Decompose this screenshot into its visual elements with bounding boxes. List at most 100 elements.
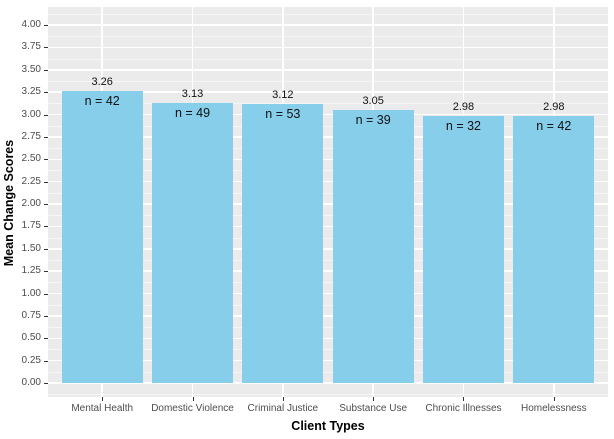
bar-n-label-criminal-justice: n = 53 [265, 106, 301, 121]
bar-value-label-substance-use: 3.05 [362, 95, 384, 108]
major-gridline [48, 337, 608, 339]
y-axis-tick [44, 315, 48, 317]
x-axis-tick-label-homelessness: Homelessness [521, 403, 587, 414]
y-axis-tick-label: 0.25 [21, 354, 41, 366]
minor-gridline [48, 349, 608, 351]
x-axis-title: Client Types [291, 419, 365, 433]
minor-gridline [48, 237, 608, 239]
bar-n-label-domestic-violence: n = 49 [174, 105, 211, 120]
x-axis-tick [192, 397, 194, 401]
y-axis-tick-label: 0.50 [21, 332, 41, 344]
y-axis-tick-label: 3.25 [21, 86, 41, 98]
plot-panel: 3.26 n = 42 3.13 n = 49 3.12 n = 53 3.05 n = 39… [48, 7, 608, 397]
y-axis-tick-label: 2.25 [21, 175, 41, 187]
y-axis-tick [44, 114, 48, 116]
y-axis-tick-label: 2.00 [21, 198, 41, 209]
x-axis-tick [553, 397, 555, 401]
y-axis-tick [44, 69, 48, 71]
major-gridline [48, 180, 608, 183]
bar-substance-use [332, 110, 414, 383]
bar-value-label-homelessness: 2.98 [543, 101, 565, 114]
y-axis-tick-label: 2.50 [21, 153, 41, 165]
major-gridline [48, 225, 608, 228]
y-axis-tick-label: 1.25 [21, 265, 41, 277]
y-axis-tick [44, 47, 48, 49]
major-gridline [48, 158, 608, 160]
bar-value-label-chronic-illnesses: 2.98 [452, 101, 475, 114]
y-axis-tick [44, 360, 48, 362]
minor-gridline [48, 192, 608, 194]
minor-gridline [48, 58, 608, 60]
major-gridline [48, 270, 608, 272]
bar-value-label-mental-health: 3.26 [91, 76, 113, 89]
major-gridline [48, 136, 608, 138]
major-gridline [48, 359, 608, 362]
major-gridline [48, 91, 608, 93]
x-axis-tick-label-chronic-illnesses: Chronic Illnesses [425, 403, 502, 414]
minor-gridline [48, 259, 608, 261]
minor-gridline [48, 125, 608, 127]
bar-criminal-justice [242, 103, 324, 383]
bar-domestic-violence [151, 102, 234, 383]
bar-n-label-chronic-illnesses: n = 32 [445, 119, 482, 134]
y-axis-tick-label: 0.75 [21, 309, 41, 321]
major-gridline [48, 315, 608, 317]
minor-gridline [48, 36, 608, 38]
bar-n-label-homelessness: n = 42 [536, 119, 572, 134]
y-axis-tick-label: 0.00 [21, 377, 41, 388]
x-axis-tick-label-mental-health: Mental Health [71, 403, 134, 414]
bar-mental-health [61, 91, 143, 383]
y-axis-tick-label: 1.00 [21, 287, 41, 299]
bar-value-label-criminal-justice: 3.12 [272, 88, 294, 101]
minor-gridline [48, 282, 608, 284]
bar-n-label-substance-use: n = 39 [355, 113, 391, 128]
x-axis-tick-label-domestic-violence: Domestic Violence [151, 403, 234, 414]
bar-homelessness [513, 116, 595, 383]
minor-gridline [48, 103, 608, 105]
bar-n-label-mental-health: n = 42 [84, 94, 120, 109]
major-gridline [48, 113, 608, 116]
y-axis-tick-label: 4.00 [21, 19, 41, 30]
y-axis-tick [44, 136, 48, 138]
y-axis-tick [44, 181, 48, 183]
major-gridline [48, 292, 608, 295]
y-axis-tick [44, 25, 48, 26]
bar-chronic-illnesses [422, 116, 505, 383]
y-axis-tick-label: 2.75 [21, 130, 41, 142]
minor-gridline [48, 148, 608, 150]
major-gridline [48, 24, 608, 26]
minor-gridline [48, 215, 608, 217]
major-gridline [48, 382, 608, 384]
y-axis-tick-label: 3.75 [21, 41, 41, 53]
minor-gridline [48, 170, 608, 172]
x-axis-tick-label-criminal-justice: Criminal Justice [247, 403, 319, 414]
y-axis-tick [44, 92, 48, 94]
x-axis-tick [463, 397, 465, 401]
minor-gridline [48, 304, 608, 306]
minor-gridline [48, 80, 608, 82]
x-axis-tick [102, 397, 104, 401]
y-axis-tick-label: 1.50 [21, 242, 41, 254]
x-axis-tick-label-substance-use: Substance Use [339, 403, 408, 414]
y-axis-tick [44, 293, 48, 295]
x-axis-tick [373, 397, 375, 401]
bar-value-label-domestic-violence: 3.13 [181, 87, 204, 100]
y-axis-tick [44, 383, 48, 384]
minor-gridline [48, 327, 608, 329]
y-axis-tick [44, 338, 48, 340]
minor-gridline [48, 371, 608, 373]
y-axis-tick-label: 3.00 [21, 108, 41, 120]
major-gridline [48, 248, 608, 250]
y-axis-tick [44, 226, 48, 228]
y-axis-tick-label: 1.75 [21, 220, 41, 232]
y-axis-tick [44, 248, 48, 250]
minor-gridline [48, 394, 608, 396]
y-axis-tick [44, 204, 48, 205]
major-gridline [48, 69, 608, 71]
y-axis-tick-label: 3.50 [21, 63, 41, 75]
major-gridline [48, 46, 608, 49]
major-gridline [48, 203, 608, 205]
y-axis-tick [44, 271, 48, 273]
minor-gridline [48, 13, 608, 15]
